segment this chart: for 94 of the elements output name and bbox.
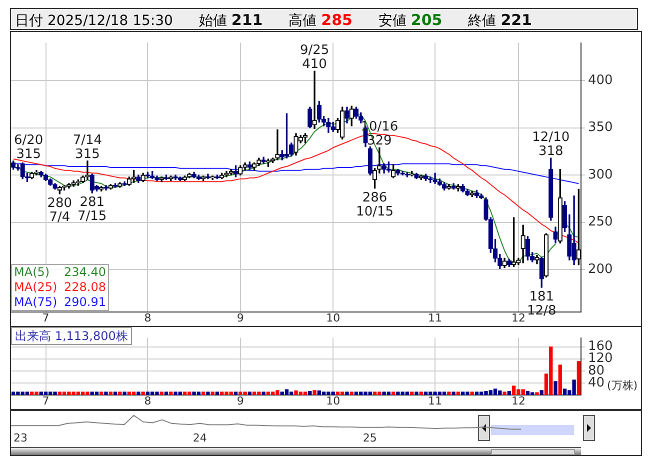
text: 安値 205 [378, 11, 442, 29]
text: MA(5) 234.40 [14, 265, 106, 279]
x-tick-label: 10 [326, 394, 340, 408]
x-tick-label: 9 [236, 311, 244, 324]
bar [354, 392, 358, 395]
bar [262, 392, 266, 395]
annotation: 6/20 315 [14, 132, 44, 162]
candlestick [312, 70, 317, 130]
bar [345, 392, 349, 395]
bar [210, 392, 214, 395]
bar [94, 392, 99, 395]
bar [206, 392, 210, 395]
bar [308, 391, 312, 395]
bar [562, 388, 567, 395]
bar [554, 381, 558, 395]
bar [122, 392, 126, 395]
bar [169, 392, 173, 395]
x-tick-label: 9 [236, 394, 244, 408]
x-tick-label: 23 [13, 431, 28, 444]
bar [25, 392, 30, 395]
annotation: 280 7/4 [47, 196, 72, 225]
bar [502, 392, 506, 395]
bar [535, 392, 539, 395]
bar [182, 392, 187, 395]
y-tick-label: 350 [588, 120, 613, 136]
bar [405, 392, 410, 395]
x-tick-label: 24 [192, 431, 207, 444]
bar [136, 392, 140, 395]
bar [526, 391, 530, 395]
x-tick-label: 8 [144, 311, 152, 324]
bar [336, 392, 340, 395]
bar [410, 392, 414, 395]
bar [248, 392, 252, 395]
annotation: 286 10/15 [356, 190, 394, 220]
bar [474, 392, 479, 395]
bar [146, 392, 150, 395]
bar [456, 392, 460, 395]
bar [447, 392, 451, 395]
text: 終値 221 [468, 11, 532, 29]
bar [372, 392, 377, 395]
annotation: 9/25 410 [300, 43, 330, 72]
y-axis-title: (万株) [607, 378, 638, 393]
x-tick-label: 8 [144, 394, 152, 408]
bar [113, 392, 118, 395]
bar [350, 392, 354, 395]
x-tick-label: 12 [511, 394, 526, 408]
annotation: 7/14 315 [72, 132, 102, 162]
bar [558, 364, 562, 395]
x-tick-label: 12 [511, 311, 526, 324]
bar [266, 392, 270, 395]
bar [100, 392, 104, 395]
annotation: 281 7/15 [77, 194, 107, 224]
y-tick-label: 400 [588, 72, 613, 88]
bar [391, 392, 396, 395]
bar [141, 392, 145, 395]
bar [470, 392, 474, 395]
bar [414, 392, 418, 395]
bar [303, 392, 308, 395]
bar [312, 390, 316, 395]
bar [132, 392, 136, 395]
x-tick-label: 10 [326, 311, 340, 324]
bar [234, 392, 238, 395]
bar [108, 392, 112, 395]
bar [160, 392, 164, 395]
text: MA(25) 228.08 [14, 280, 106, 295]
bar [215, 392, 220, 395]
x-tick-label: 11 [428, 394, 442, 408]
bar [201, 392, 206, 395]
annotation: 12/10 318 [532, 130, 570, 160]
bar [507, 391, 511, 395]
x-tick-label: 7 [42, 394, 50, 408]
text: MA(75) 290.91 [14, 295, 106, 310]
bar [576, 361, 581, 395]
y-tick-label: 200 [588, 262, 613, 277]
y-tick-label: 300 [588, 167, 613, 182]
bar [419, 392, 423, 395]
chart-title: 出来高 1,113,800株 [11, 327, 132, 345]
bar [452, 392, 456, 395]
bar [493, 388, 498, 395]
bar [164, 392, 168, 395]
text: 高値 285 [288, 11, 352, 29]
bar [118, 392, 122, 395]
bar [424, 392, 428, 395]
chart-title: 日付 2025/12/18 15:30 [15, 13, 173, 29]
x-tick-label: 7 [42, 311, 50, 324]
x-tick-label: 25 [362, 431, 377, 444]
bar [104, 392, 108, 395]
bar [44, 392, 48, 395]
x-tick-label: 11 [428, 311, 442, 324]
bar [540, 390, 544, 395]
bar [442, 392, 446, 395]
y-tick-label: 250 [588, 214, 613, 230]
text: 始値 211 [198, 11, 263, 29]
bar [284, 389, 289, 395]
